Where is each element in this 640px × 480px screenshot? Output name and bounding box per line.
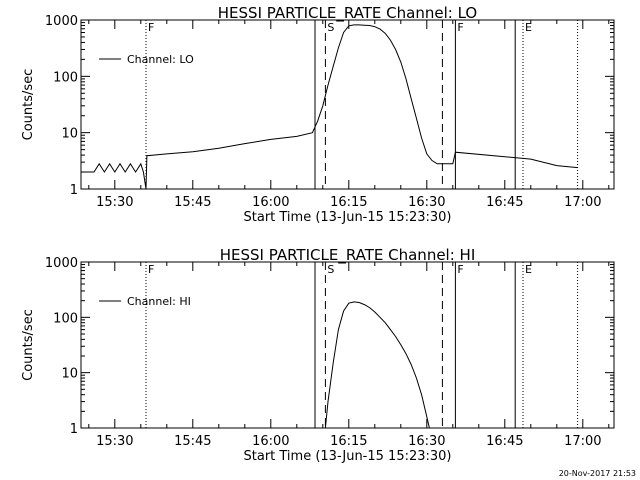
marker-label: S bbox=[327, 263, 334, 276]
marker-label: S bbox=[327, 21, 334, 34]
footer-timestamp: 20-Nov-2017 21:53 bbox=[559, 469, 636, 478]
chart-title: HESSI PARTICLE_RATE Channel: HI bbox=[220, 246, 476, 265]
x-tick-label: 16:00 bbox=[252, 434, 289, 449]
x-tick-label: 15:30 bbox=[96, 195, 133, 210]
x-axis-label: Start Time (13-Jun-15 15:23:30) bbox=[244, 210, 452, 225]
x-tick-label: 16:15 bbox=[330, 434, 367, 449]
y-tick-label: 100 bbox=[53, 311, 78, 326]
lo-channel-panel: HESSI PARTICLE_RATE Channel: LO 15:30 15:4… bbox=[21, 4, 615, 225]
legend-label: Channel: HI bbox=[127, 295, 191, 308]
x-tick-label: 17:00 bbox=[564, 434, 601, 449]
marker-label: F bbox=[457, 263, 463, 276]
marker-label: E bbox=[525, 21, 532, 34]
x-tick-label: 16:30 bbox=[408, 195, 445, 210]
marker-label: F bbox=[457, 21, 463, 34]
y-tick-label: 100 bbox=[53, 70, 78, 85]
x-tick-label: 15:30 bbox=[96, 434, 133, 449]
series-line bbox=[81, 24, 578, 190]
plot-frame bbox=[80, 19, 615, 190]
y-tick-label: 1 bbox=[70, 183, 78, 198]
y-tick-label: 10 bbox=[61, 367, 78, 382]
x-tick-label: 16:30 bbox=[408, 434, 445, 449]
y-tick-label: 10 bbox=[61, 127, 78, 142]
hi-channel-panel: HESSI PARTICLE_RATE Channel: HI 15:30 15:4… bbox=[21, 246, 615, 464]
x-tick-label: 15:45 bbox=[174, 195, 211, 210]
plot-frame bbox=[80, 261, 615, 429]
x-tick-label: 16:45 bbox=[486, 434, 523, 449]
y-axis-label: Counts/sec bbox=[21, 309, 36, 381]
y-axis-label: Counts/sec bbox=[21, 69, 36, 141]
y-tick-label: 1000 bbox=[45, 14, 78, 29]
x-tick-label: 16:00 bbox=[252, 195, 289, 210]
marker-label: E bbox=[525, 263, 532, 276]
series-line bbox=[324, 301, 430, 429]
x-tick-label: 15:45 bbox=[174, 434, 211, 449]
x-tick-label: 17:00 bbox=[564, 195, 601, 210]
x-tick-label: 16:15 bbox=[330, 195, 367, 210]
chart-title: HESSI PARTICLE_RATE Channel: LO bbox=[218, 4, 477, 23]
y-tick-label: 1 bbox=[70, 422, 78, 437]
x-axis-label: Start Time (13-Jun-15 15:23:30) bbox=[244, 449, 452, 464]
marker-label: F bbox=[148, 21, 154, 34]
x-tick-label: 16:45 bbox=[486, 195, 523, 210]
y-tick-label: 1000 bbox=[45, 256, 78, 271]
marker-label: F bbox=[148, 263, 154, 276]
legend-label: Channel: LO bbox=[127, 53, 194, 66]
